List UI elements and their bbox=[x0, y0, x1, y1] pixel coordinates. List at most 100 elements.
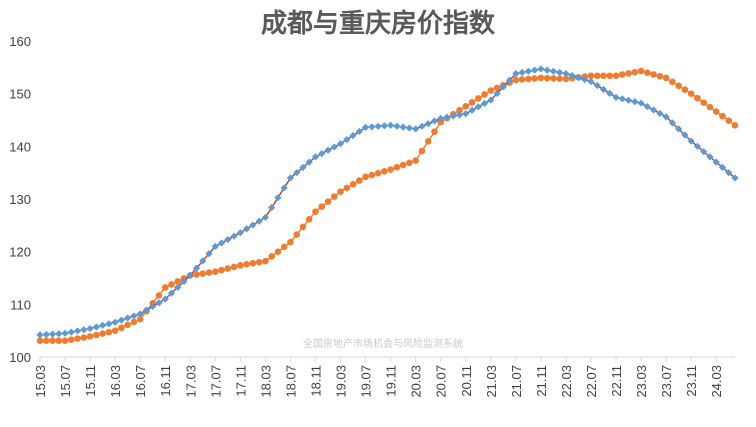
data-point bbox=[80, 326, 88, 334]
data-point bbox=[205, 250, 213, 258]
data-point bbox=[387, 166, 394, 173]
data-point bbox=[637, 99, 645, 107]
data-point bbox=[543, 66, 551, 74]
data-point bbox=[111, 327, 119, 334]
data-point bbox=[381, 168, 388, 175]
data-point bbox=[61, 337, 69, 344]
data-point bbox=[387, 121, 395, 129]
y-tick-label: 130 bbox=[9, 192, 31, 207]
data-point bbox=[230, 232, 238, 240]
data-point bbox=[193, 271, 200, 278]
data-point bbox=[324, 198, 332, 205]
data-point bbox=[418, 147, 426, 155]
data-point bbox=[136, 315, 144, 323]
data-point bbox=[499, 83, 507, 91]
data-point bbox=[149, 302, 157, 311]
data-point bbox=[462, 103, 470, 110]
data-point bbox=[418, 122, 426, 130]
x-tick-label: 21.03 bbox=[484, 365, 499, 398]
data-point bbox=[249, 259, 257, 267]
data-point bbox=[606, 89, 614, 98]
data-point bbox=[168, 281, 175, 288]
data-point bbox=[449, 112, 457, 120]
data-point bbox=[662, 74, 670, 82]
data-point bbox=[343, 136, 351, 144]
data-point bbox=[105, 320, 113, 328]
data-point bbox=[330, 193, 338, 200]
data-point bbox=[318, 149, 326, 158]
data-point bbox=[130, 318, 138, 326]
x-tick-label: 18.11 bbox=[308, 365, 323, 397]
data-point bbox=[531, 66, 539, 74]
data-point bbox=[719, 112, 726, 120]
data-point bbox=[362, 173, 369, 181]
data-point bbox=[68, 336, 75, 343]
data-point bbox=[130, 312, 138, 320]
data-point bbox=[311, 153, 320, 161]
data-point bbox=[161, 284, 169, 291]
data-point bbox=[462, 110, 470, 118]
data-point bbox=[217, 239, 226, 247]
x-tick-label: 24.03 bbox=[709, 365, 724, 398]
data-point bbox=[180, 277, 188, 285]
data-point bbox=[286, 174, 295, 182]
data-point bbox=[236, 229, 244, 237]
data-point bbox=[643, 102, 651, 111]
data-point bbox=[644, 69, 651, 77]
data-point bbox=[243, 261, 250, 268]
data-point bbox=[305, 158, 313, 166]
data-point bbox=[368, 123, 376, 131]
data-point bbox=[117, 316, 125, 324]
data-point bbox=[268, 253, 275, 260]
data-point bbox=[199, 270, 207, 277]
x-tick-label: 19.11 bbox=[384, 365, 399, 397]
data-point bbox=[562, 70, 570, 78]
x-tick-label: 20.07 bbox=[434, 365, 449, 398]
data-point bbox=[493, 84, 501, 92]
data-point bbox=[192, 264, 201, 272]
data-point bbox=[512, 70, 520, 78]
data-point bbox=[155, 299, 163, 307]
data-point bbox=[48, 330, 57, 338]
data-point bbox=[481, 91, 488, 98]
data-point bbox=[343, 184, 351, 192]
data-point bbox=[574, 74, 583, 82]
data-point bbox=[42, 337, 50, 344]
data-point bbox=[255, 217, 263, 225]
series-blue bbox=[36, 65, 739, 339]
y-tick-label: 110 bbox=[10, 297, 31, 312]
data-point bbox=[274, 248, 282, 255]
y-tick-label: 120 bbox=[9, 245, 31, 260]
x-tick-label: 17.03 bbox=[183, 365, 198, 398]
data-point bbox=[625, 70, 632, 77]
data-point bbox=[612, 72, 620, 80]
data-point bbox=[218, 266, 225, 274]
data-point bbox=[480, 99, 489, 108]
data-point bbox=[474, 95, 482, 102]
data-point bbox=[111, 318, 119, 326]
data-point bbox=[412, 125, 420, 133]
data-point bbox=[186, 271, 194, 279]
data-point bbox=[268, 203, 276, 212]
data-point bbox=[92, 323, 100, 331]
data-point bbox=[568, 72, 576, 80]
data-point bbox=[174, 278, 182, 285]
data-point bbox=[42, 330, 50, 339]
data-point bbox=[118, 324, 125, 332]
data-point bbox=[437, 114, 445, 123]
data-point bbox=[336, 140, 345, 148]
data-point bbox=[224, 265, 232, 272]
data-point bbox=[393, 163, 401, 171]
data-point bbox=[693, 142, 702, 150]
data-point bbox=[675, 82, 682, 90]
data-point bbox=[274, 194, 282, 202]
data-point bbox=[505, 76, 514, 84]
x-tick-label: 18.03 bbox=[258, 365, 273, 398]
data-point bbox=[706, 153, 714, 161]
data-point bbox=[361, 123, 370, 131]
data-point bbox=[437, 118, 445, 126]
data-point bbox=[712, 108, 720, 115]
data-point bbox=[305, 215, 313, 223]
data-point bbox=[73, 327, 82, 335]
